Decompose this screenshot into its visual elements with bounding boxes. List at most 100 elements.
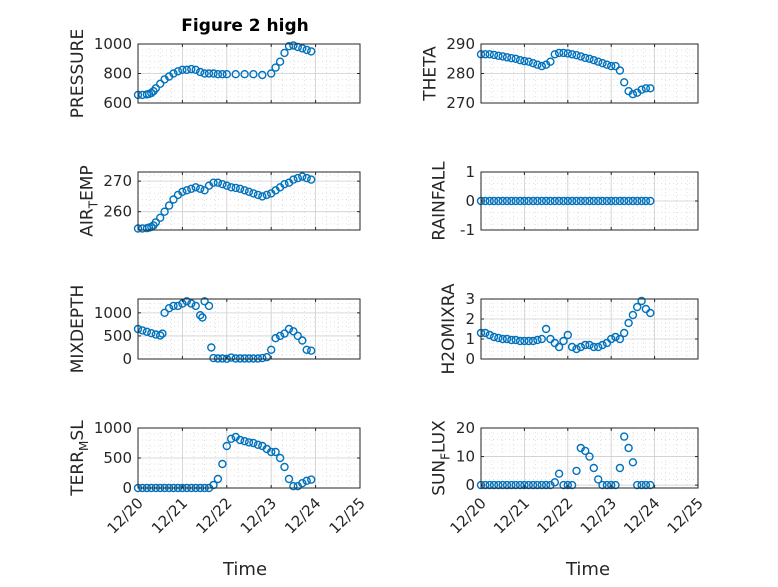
data-point <box>550 50 559 59</box>
data-point <box>213 474 223 484</box>
data-point <box>589 196 598 206</box>
data-point <box>169 69 178 78</box>
data-point <box>546 57 555 66</box>
data-point <box>298 172 307 181</box>
data-point <box>520 56 529 66</box>
data-point <box>289 327 298 336</box>
data-point <box>498 334 507 344</box>
data-point <box>494 333 503 343</box>
data-point <box>293 173 302 183</box>
data-point <box>594 196 603 206</box>
data-point <box>576 196 585 206</box>
data-point <box>249 69 258 79</box>
data-point <box>576 52 585 61</box>
y-tick-label: 1000 <box>94 304 132 322</box>
data-point <box>284 324 294 334</box>
data-point <box>155 79 165 89</box>
data-point <box>572 51 581 60</box>
data-point <box>298 336 307 345</box>
y-tick-label: -1 <box>460 221 475 239</box>
data-point <box>511 196 520 206</box>
data-point <box>520 480 529 490</box>
data-point <box>524 480 533 490</box>
data-point <box>142 327 152 336</box>
data-point <box>222 181 232 190</box>
data-point <box>302 45 311 55</box>
data-point <box>533 480 542 490</box>
y-tick-label: 1 <box>465 330 475 348</box>
data-point <box>244 187 254 197</box>
data-point <box>581 340 590 350</box>
data-point <box>624 318 633 328</box>
data-point <box>511 480 520 490</box>
data-point <box>231 69 240 79</box>
data-point <box>507 196 516 206</box>
data-point <box>200 69 209 78</box>
data-point <box>533 335 542 345</box>
data-point <box>563 330 572 340</box>
data-point <box>507 335 516 345</box>
data-point <box>498 196 507 206</box>
data-point <box>160 207 169 216</box>
data-point <box>298 479 307 488</box>
data-point <box>528 336 538 346</box>
data-point <box>191 65 200 75</box>
data-point <box>624 196 633 206</box>
data-point <box>546 196 555 206</box>
data-point <box>581 446 590 456</box>
data-point <box>226 353 236 362</box>
data-point <box>602 60 612 69</box>
data-point <box>271 447 280 457</box>
data-point <box>628 310 638 320</box>
data-point <box>195 67 205 77</box>
data-point <box>485 330 494 340</box>
data-point <box>567 196 577 206</box>
data-point <box>541 196 551 206</box>
data-point <box>169 301 178 311</box>
data-point <box>511 54 520 63</box>
axes-box <box>137 298 361 360</box>
data-point <box>576 342 585 352</box>
axes-pressure: 600 800 1000 PRESSURE <box>68 29 361 118</box>
data-point <box>502 196 512 206</box>
data-point <box>151 84 161 93</box>
data-point <box>507 480 516 490</box>
data-point <box>485 50 494 59</box>
plot-area <box>481 428 698 488</box>
data-point <box>275 57 285 66</box>
data-point <box>594 475 603 484</box>
data-point <box>646 84 655 93</box>
data-point <box>615 196 625 206</box>
data-point <box>559 336 568 346</box>
data-point <box>541 480 551 490</box>
data-point <box>489 196 499 206</box>
data-point <box>537 196 546 206</box>
data-point <box>624 443 633 453</box>
data-point <box>520 336 529 346</box>
data-point <box>280 179 289 189</box>
data-point <box>258 353 267 363</box>
data-point <box>178 65 187 75</box>
data-point <box>533 60 542 69</box>
axes-theta: 270 280 290 THETA <box>420 35 699 112</box>
y-tick-label: 800 <box>103 65 132 83</box>
data-point <box>182 297 192 306</box>
axes-box <box>137 171 361 231</box>
data-point <box>209 69 218 78</box>
y-tick-label: 3 <box>465 290 475 308</box>
data-point <box>307 47 316 56</box>
data-point <box>187 64 196 74</box>
data-point <box>494 480 503 490</box>
data-point <box>594 342 603 352</box>
data-point <box>481 50 490 59</box>
data-point <box>284 42 294 51</box>
data-point <box>213 178 223 187</box>
data-point <box>598 196 607 206</box>
data-point <box>222 441 232 451</box>
data-point <box>271 63 280 72</box>
data-point <box>554 469 564 478</box>
data-point <box>646 308 655 318</box>
axes-box <box>480 298 699 360</box>
data-point <box>502 53 512 62</box>
